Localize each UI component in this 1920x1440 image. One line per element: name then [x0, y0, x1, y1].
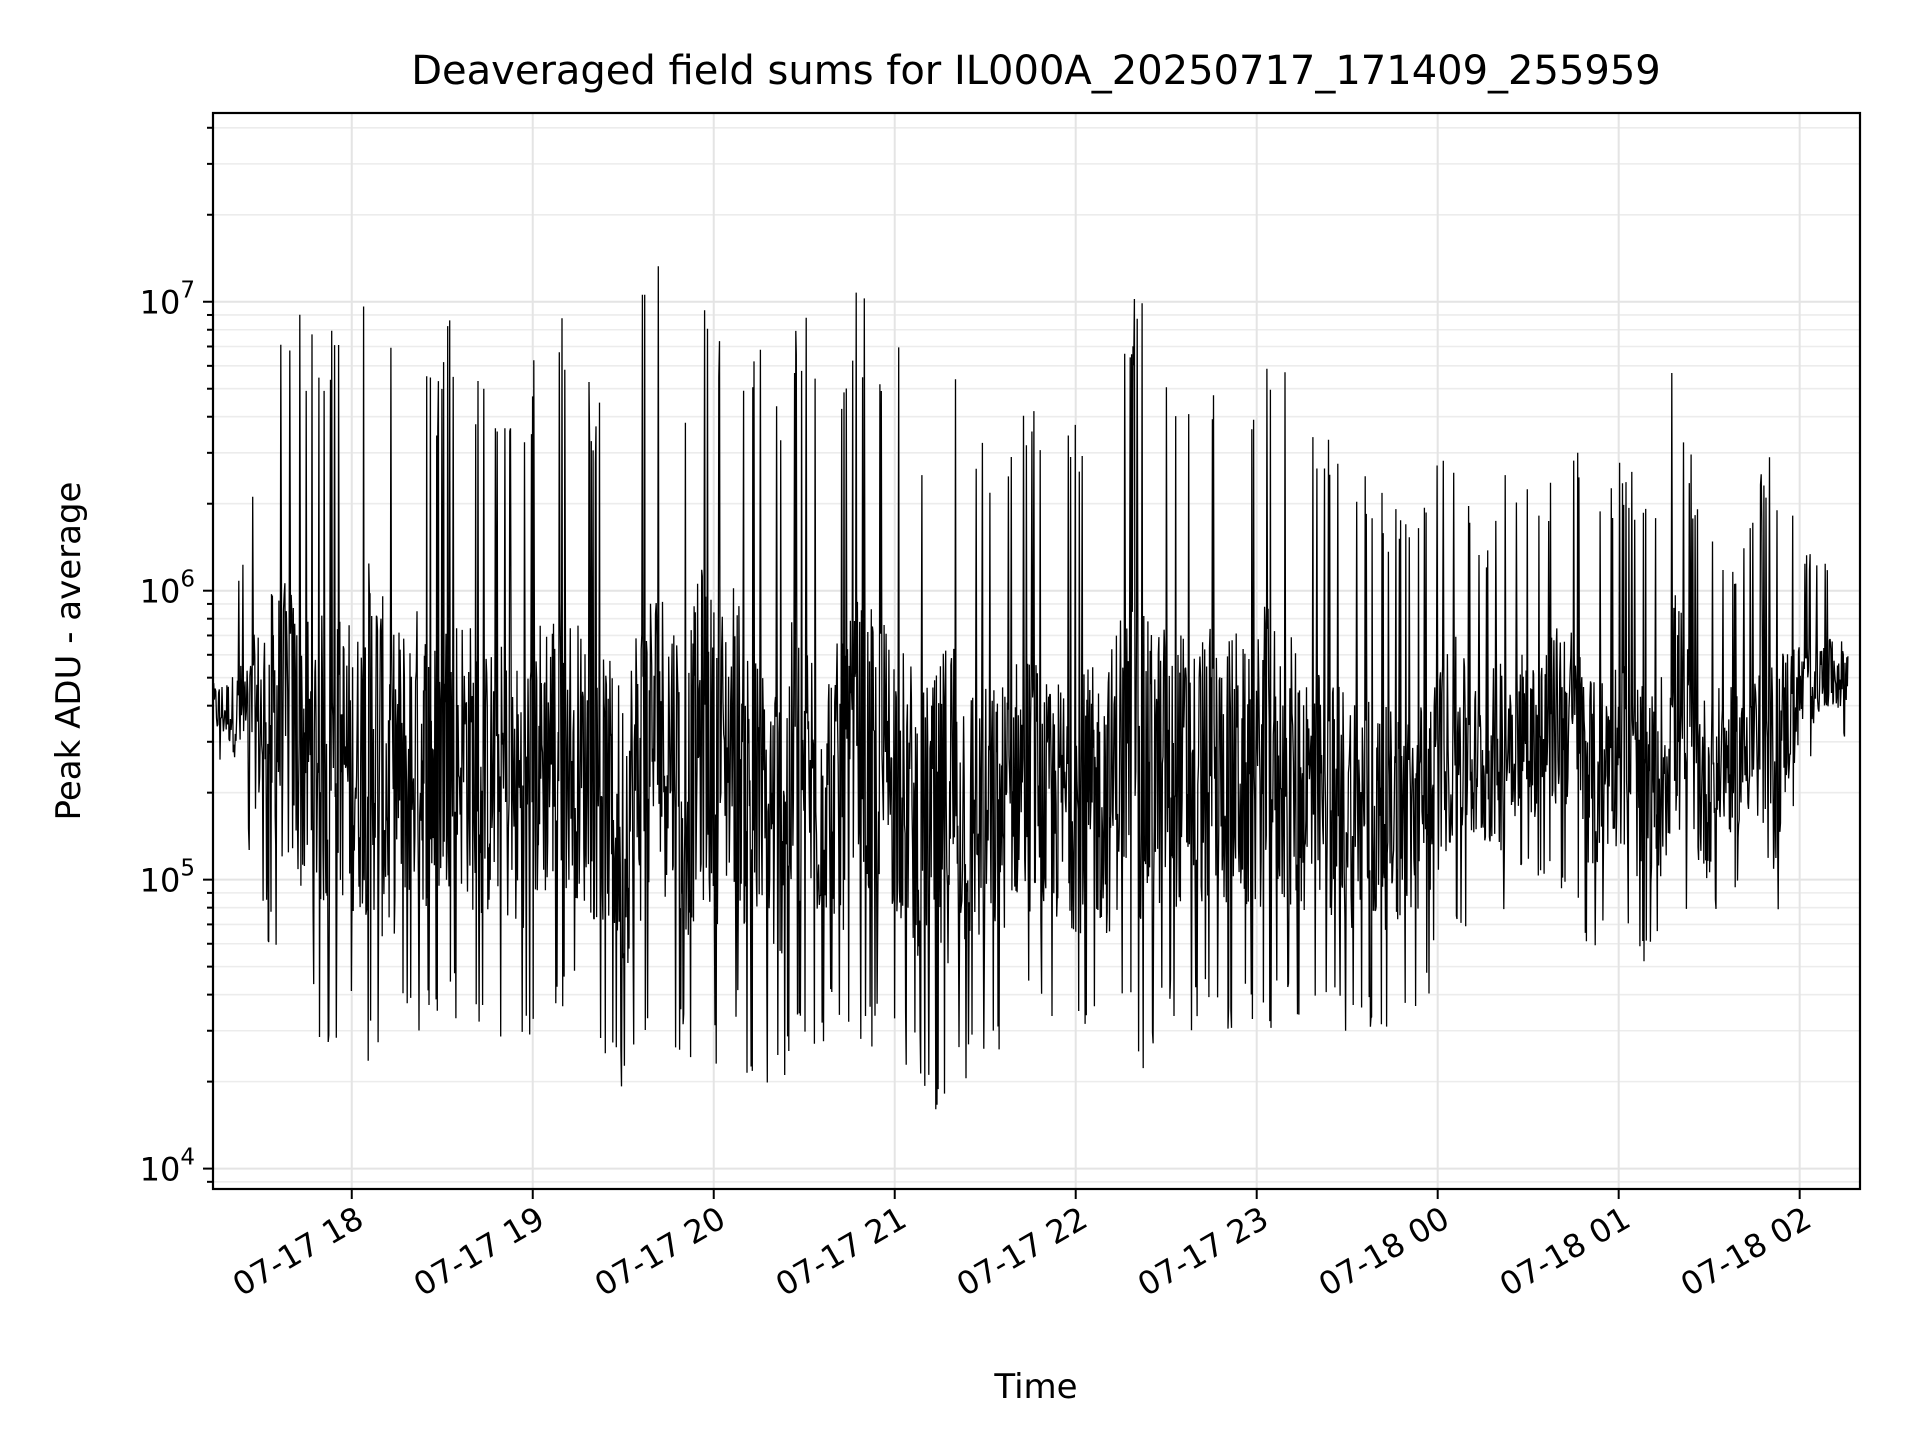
chart-title: Deaveraged field sums for IL000A_2025071… [411, 48, 1661, 94]
plot-area [213, 266, 1849, 1110]
y-axis-ticks: 104 105 106 107 [140, 126, 213, 1189]
y-tick-label: 105 [140, 856, 195, 900]
x-axis-label: Time [993, 1367, 1077, 1407]
y-tick-label: 106 [140, 567, 195, 611]
series-line [213, 266, 1849, 1110]
data-series [213, 266, 1849, 1110]
plot-frame [211, 111, 1862, 1191]
y-axis-label: Peak ADU - average [49, 482, 89, 821]
y-tick-label: 107 [140, 278, 195, 322]
y-tick-label: 104 [140, 1145, 195, 1189]
